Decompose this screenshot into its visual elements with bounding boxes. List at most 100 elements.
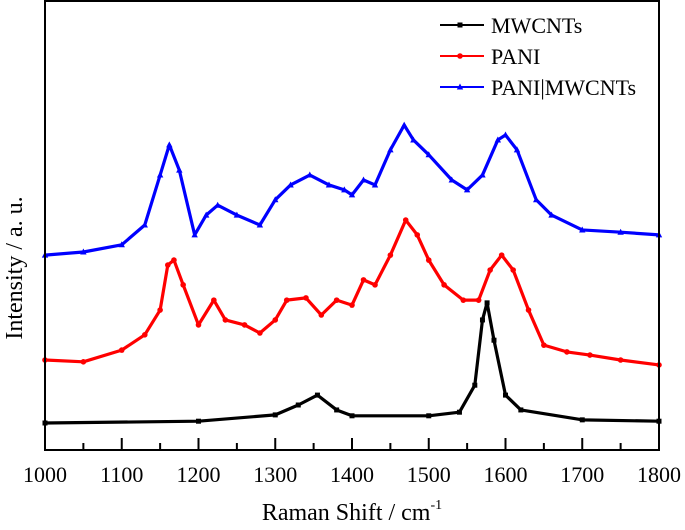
x-tick-label: 1500 (407, 462, 451, 487)
data-point (441, 282, 447, 288)
data-point (314, 392, 320, 398)
data-point (387, 146, 394, 153)
data-point (80, 248, 87, 255)
legend-item: PANI|MWCNTs (440, 75, 636, 100)
data-point (491, 337, 497, 343)
data-point (360, 277, 367, 283)
data-point (349, 302, 355, 308)
data-point (325, 181, 333, 188)
data-point (617, 357, 624, 363)
x-axis-label: Raman Shift / cm-1 (262, 498, 442, 525)
legend-item: PANI (440, 44, 540, 69)
data-point (202, 211, 210, 218)
data-point (503, 392, 508, 398)
data-point (141, 332, 148, 338)
data-point (214, 201, 221, 208)
data-point (257, 330, 263, 336)
data-point (156, 171, 164, 178)
x-tick-label: 1800 (637, 462, 681, 487)
legend-marker (457, 53, 463, 59)
data-point (272, 317, 279, 323)
data-point (487, 267, 493, 273)
data-point (400, 121, 408, 128)
data-point (371, 181, 379, 188)
data-point (548, 211, 555, 218)
data-point (233, 211, 241, 218)
legend-item: MWCNTs (440, 13, 582, 38)
series-line (44, 123, 660, 257)
y-axis-label: Intensity / a. u. (2, 196, 28, 339)
data-point (425, 257, 432, 263)
x-tick-label: 1200 (177, 462, 221, 487)
data-point (195, 322, 202, 328)
data-point (196, 418, 201, 424)
data-point (348, 191, 356, 198)
data-point (157, 307, 163, 313)
data-point (463, 186, 471, 193)
x-axis-label-superscript: -1 (430, 498, 442, 513)
data-point (617, 228, 624, 235)
data-point (318, 312, 325, 318)
legend-label: PANI|MWCNTs (491, 75, 636, 100)
data-point (80, 359, 87, 365)
plot-frame (44, 0, 660, 451)
legend: MWCNTs PANI PANI|MWCNTs (440, 13, 636, 100)
series-line (44, 301, 660, 425)
data-point (303, 295, 309, 301)
data-point (283, 297, 290, 303)
data-point (410, 136, 417, 143)
legend-marker (456, 83, 464, 90)
data-point (510, 267, 516, 273)
data-point (222, 317, 229, 323)
data-point (479, 317, 485, 323)
data-point (349, 413, 355, 419)
data-point (494, 136, 502, 143)
data-point (333, 297, 340, 303)
data-point (272, 412, 278, 418)
data-point (448, 176, 455, 183)
data-point (295, 402, 301, 408)
data-point (360, 176, 367, 183)
data-point (484, 300, 490, 306)
data-point (387, 252, 394, 258)
data-point (211, 297, 217, 303)
series-pani-mwcnts (41, 121, 663, 258)
data-point (287, 181, 294, 188)
data-point (541, 342, 547, 348)
data-point (456, 409, 462, 415)
data-point (176, 166, 183, 173)
data-point (460, 297, 467, 303)
data-point (341, 186, 348, 193)
data-point (256, 221, 264, 228)
x-ticks: 1000 1100 1200 1300 1400 1500 1600 1700 1800 (23, 438, 681, 487)
data-point (334, 407, 340, 413)
x-tick-label: 1300 (253, 462, 297, 487)
data-point (180, 282, 186, 288)
legend-label: MWCNTs (491, 13, 582, 38)
data-point (191, 231, 198, 238)
data-point (272, 196, 279, 203)
x-tick-label: 1400 (330, 462, 374, 487)
data-point (564, 349, 570, 355)
legend-label: PANI (491, 44, 540, 69)
data-point (372, 282, 378, 288)
x-tick-label: 1100 (100, 462, 143, 487)
series-mwcnts (42, 300, 662, 426)
data-point (306, 171, 313, 178)
series-line (44, 218, 660, 367)
data-point (533, 196, 540, 203)
data-point (579, 226, 586, 233)
data-point (402, 217, 409, 223)
data-point (165, 262, 171, 268)
data-point (525, 307, 532, 313)
x-tick-label: 1700 (560, 462, 604, 487)
data-point (587, 352, 593, 358)
data-point (241, 322, 248, 328)
x-tick-label: 1000 (23, 462, 67, 487)
series-layer (41, 121, 663, 426)
data-point (479, 171, 486, 178)
series-pani (42, 217, 662, 368)
data-point (472, 382, 478, 388)
data-point (426, 413, 432, 419)
